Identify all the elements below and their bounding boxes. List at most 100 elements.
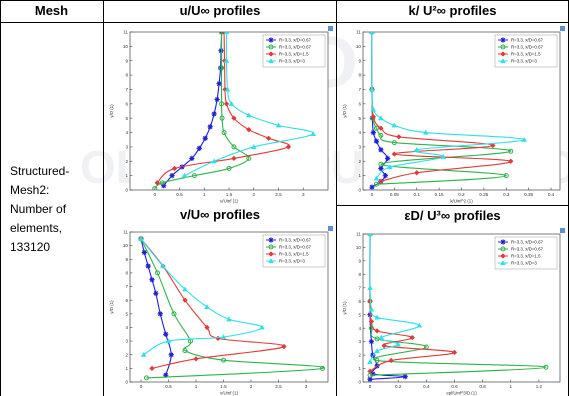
data-point [490, 142, 496, 149]
data-point [189, 155, 195, 161]
y-tick-label: 5 [358, 312, 361, 317]
plot-options-icon [560, 26, 565, 31]
legend-label: R=3.3, x/D=1.5 [511, 254, 541, 259]
x-tick-label: 0 [153, 192, 156, 197]
data-point [246, 155, 252, 161]
y-tick-label: 0 [125, 380, 128, 385]
x-axis-label: epl/Uinf^3/D (1) [446, 391, 477, 396]
x-tick-label: 0.3 [503, 192, 510, 197]
data-point [367, 376, 373, 382]
y-axis-label: y/D (1) [109, 104, 114, 118]
legend-marker [268, 37, 274, 43]
series-3 [367, 234, 458, 374]
legend-label: R=3.3, x/D=0.67 [279, 245, 312, 250]
y-tick-label: 3 [358, 339, 361, 344]
data-point [507, 158, 514, 165]
x-axis-label: k/Uinf^2 (1) [450, 199, 473, 204]
data-point [370, 371, 376, 377]
data-point [216, 81, 222, 87]
x-tick-label: 1.5 [226, 192, 233, 197]
data-point [246, 126, 252, 133]
plot-options-icon [328, 226, 333, 231]
data-point [154, 180, 160, 186]
data-point [374, 328, 380, 334]
y-tick-label: 0 [125, 188, 128, 193]
y-axis-label: y/D (1) [342, 104, 347, 118]
legend-label: R=3.3, x/D=0.67 [511, 38, 544, 43]
data-point [224, 86, 231, 92]
data-point [138, 235, 144, 241]
series-line [184, 32, 314, 177]
legend-label: R=3.3, x/D=3 [511, 59, 537, 64]
x-tick-label: 2 [250, 384, 253, 389]
x-tick-label: 0.35 [524, 192, 533, 197]
legend-marker [500, 58, 506, 64]
data-point [396, 134, 402, 140]
data-point [413, 170, 420, 176]
y-tick-label: 10 [356, 44, 362, 49]
subheader-v-profiles: v/U∞ profiles [179, 207, 261, 222]
plot-options-icon [560, 228, 565, 233]
data-point [503, 173, 509, 179]
x-tick-label: 0.8 [479, 384, 486, 389]
data-point [416, 322, 423, 328]
legend-label: R=3.3, x/D=1.5 [511, 52, 541, 57]
y-tick-label: 2 [358, 159, 361, 164]
series-line [140, 238, 285, 369]
y-tick-label: 6 [358, 101, 361, 106]
subheader-eps-profiles: εD/ U³∞ profiles [404, 208, 501, 223]
y-tick-label: 8 [125, 73, 128, 78]
y-tick-label: 11 [356, 30, 361, 35]
legend-marker [500, 37, 506, 43]
mesh-line: Structured- [10, 164, 70, 178]
header-k-profiles: k/ U²∞ profiles [408, 3, 497, 18]
y-tick-label: 9 [125, 58, 128, 63]
data-point [171, 165, 178, 172]
x-tick-label: 0 [371, 192, 374, 197]
data-point [367, 368, 373, 374]
data-point [223, 32, 230, 35]
data-point [378, 178, 384, 185]
x-tick-label: 0 [140, 384, 143, 389]
data-point [378, 125, 384, 131]
data-point [369, 86, 375, 92]
data-point [165, 338, 172, 344]
data-point [378, 165, 384, 172]
data-point [378, 161, 384, 167]
x-tick-label: 0.1 [414, 192, 421, 197]
data-point [388, 357, 394, 364]
data-point [378, 147, 384, 153]
table-header-divider [0, 22, 569, 23]
header-u-profiles: u/U∞ profiles [179, 3, 261, 18]
data-point [153, 290, 159, 296]
data-point [369, 184, 375, 190]
table-col-divider-2 [336, 0, 337, 396]
data-point [231, 155, 237, 162]
data-point [374, 314, 380, 320]
x-tick-label: 0.05 [390, 192, 399, 197]
data-point [168, 352, 174, 358]
y-tick-label: 2 [125, 159, 128, 164]
x-tick-label: 0.5 [165, 384, 172, 389]
table-border-left [0, 0, 1, 396]
legend-label: R=3.3, x/D=3 [279, 59, 305, 64]
data-point [152, 186, 158, 190]
y-tick-label: 4 [358, 326, 361, 331]
y-tick-label: 9 [358, 259, 361, 264]
data-point [220, 334, 227, 340]
data-point [157, 311, 163, 317]
data-point [413, 146, 420, 152]
data-point [163, 331, 169, 337]
series-line [154, 32, 250, 189]
data-point [378, 132, 384, 138]
y-tick-label: 4 [358, 130, 361, 135]
legend-label: R=3.3, x/D=3 [511, 261, 537, 266]
data-point [285, 144, 292, 150]
x-tick-label: 0.15 [435, 192, 444, 197]
data-point [367, 234, 373, 237]
x-tick-label: 0.2 [458, 192, 465, 197]
legend-label: R=3.3, x/D=0.67 [279, 38, 312, 43]
y-tick-label: 3 [125, 145, 128, 150]
y-tick-label: 0 [358, 188, 361, 193]
y-tick-label: 10 [123, 44, 129, 49]
